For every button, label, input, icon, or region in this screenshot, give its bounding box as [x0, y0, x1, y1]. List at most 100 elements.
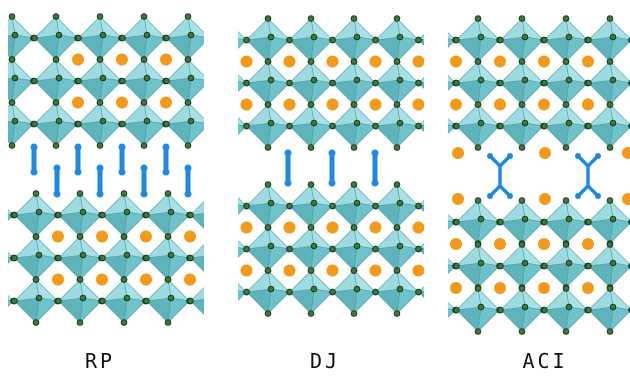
anion	[55, 254, 62, 262]
anion	[329, 36, 336, 44]
anion	[264, 310, 272, 317]
anion	[222, 102, 228, 108]
anion	[267, 199, 275, 207]
rp-structure	[8, 13, 238, 326]
anion	[393, 224, 401, 231]
anion	[434, 260, 440, 266]
anion	[497, 122, 504, 130]
cation	[582, 238, 594, 250]
anion	[207, 121, 213, 127]
anion	[96, 99, 104, 106]
anion	[225, 200, 231, 206]
anion	[55, 117, 63, 125]
octahedron-face	[374, 269, 401, 293]
cation	[538, 238, 550, 250]
cation	[412, 55, 424, 68]
anion	[518, 58, 526, 65]
anion	[477, 119, 485, 127]
octahedron-face	[331, 60, 358, 84]
anion	[187, 254, 194, 262]
cation	[204, 54, 216, 66]
anion	[76, 233, 84, 240]
anion	[353, 33, 361, 41]
anion	[79, 208, 87, 216]
anion	[307, 101, 315, 108]
octahedron-face	[77, 120, 104, 147]
anion	[286, 245, 293, 253]
anion	[518, 285, 526, 292]
cation	[140, 273, 152, 286]
anion	[437, 268, 443, 274]
anion	[143, 211, 150, 219]
anion	[350, 58, 358, 65]
anion	[431, 102, 437, 108]
anion	[119, 120, 126, 128]
cation	[326, 221, 339, 234]
anion	[474, 58, 482, 65]
anion	[606, 101, 614, 108]
anion	[396, 76, 404, 84]
anion	[267, 285, 275, 293]
cation	[450, 98, 462, 111]
anion	[609, 33, 617, 41]
anion	[434, 34, 440, 40]
anion	[164, 233, 172, 240]
octahedron-face	[204, 228, 229, 250]
octahedron-face	[245, 269, 272, 293]
anion	[477, 33, 485, 41]
octahedron-face	[8, 34, 16, 61]
octahedron-face	[33, 15, 60, 39]
octahedron-face	[8, 15, 16, 37]
cation	[538, 55, 550, 68]
anion	[187, 117, 195, 125]
octahedron-face	[499, 306, 526, 333]
anion	[453, 36, 460, 44]
anion	[562, 197, 570, 204]
anion	[163, 77, 170, 85]
octahedron-face	[417, 34, 424, 41]
cation	[326, 55, 339, 68]
octahedron-face	[145, 235, 172, 259]
anion	[437, 311, 443, 317]
anion	[225, 286, 231, 292]
anion	[96, 56, 104, 63]
octahedron-face	[212, 280, 234, 302]
anion	[164, 319, 172, 326]
cation	[160, 53, 172, 66]
octahedron-face	[374, 122, 401, 149]
anion	[120, 233, 128, 240]
anion	[437, 268, 443, 274]
cation	[538, 282, 550, 294]
anion	[286, 122, 293, 130]
anion	[431, 285, 437, 291]
octahedron-face	[587, 199, 614, 223]
anion	[207, 78, 213, 84]
anion	[187, 297, 194, 305]
octahedron-face	[543, 60, 570, 84]
octahedron-face	[13, 254, 40, 281]
cation	[582, 282, 594, 294]
spacer-end	[30, 168, 38, 176]
anion	[232, 118, 238, 124]
spacer-end	[96, 164, 104, 172]
anion	[396, 285, 404, 293]
anion	[393, 267, 401, 274]
cation	[283, 264, 296, 277]
anion	[437, 225, 443, 231]
anion	[264, 58, 272, 65]
anion	[477, 215, 485, 223]
anion	[437, 102, 443, 108]
octahedron-face	[609, 306, 630, 333]
anion	[440, 77, 446, 83]
anion	[286, 36, 293, 44]
anion	[477, 303, 485, 311]
anion	[606, 15, 614, 22]
octahedron-face	[121, 58, 148, 82]
anion	[372, 122, 379, 130]
cation	[116, 96, 128, 109]
anion	[231, 212, 237, 218]
anion	[350, 181, 358, 188]
octahedron-face	[145, 297, 172, 324]
spacer-end	[371, 149, 379, 157]
